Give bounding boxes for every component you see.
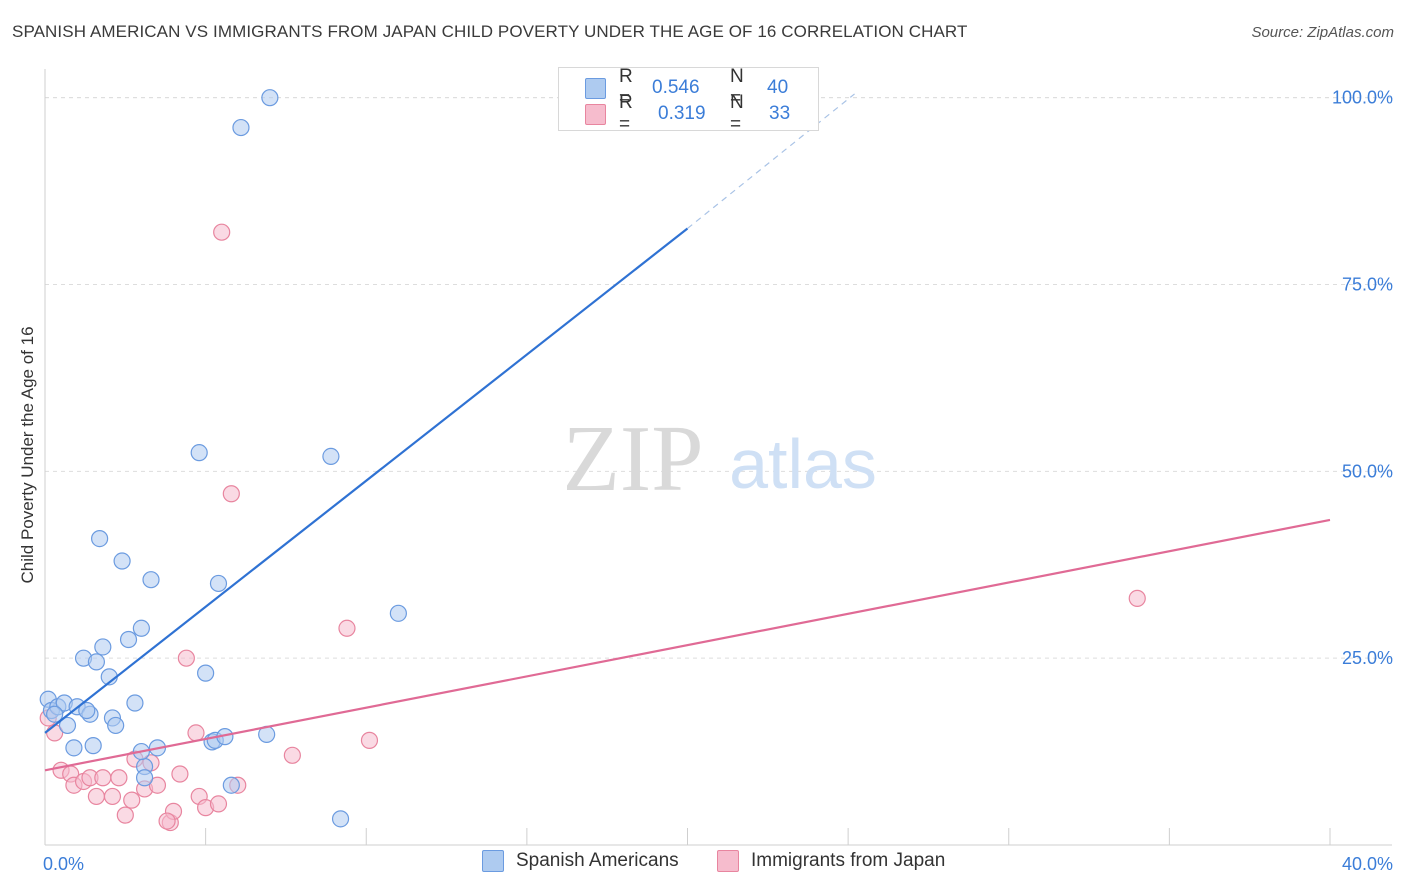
legend-swatch-pink bbox=[585, 104, 606, 125]
data-point-immigrants-from-japan bbox=[94, 769, 112, 787]
data-point-immigrants-from-japan bbox=[171, 765, 189, 783]
y-tick-label: 100.0% bbox=[1332, 88, 1393, 108]
chart-title: SPANISH AMERICAN VS IMMIGRANTS FROM JAPA… bbox=[12, 22, 968, 41]
data-point-spanish-americans bbox=[87, 653, 106, 671]
legend-r-label: R = bbox=[619, 92, 633, 135]
stats-legend: R = 0.546 N = 40 R = 0.319 N = 33 bbox=[558, 66, 819, 135]
data-point-immigrants-from-japan bbox=[187, 724, 205, 742]
data-point-spanish-americans bbox=[107, 716, 125, 735]
watermark-zip: ZIP bbox=[563, 407, 704, 511]
data-point-spanish-americans bbox=[142, 571, 160, 589]
watermark-atlas: atlas bbox=[729, 425, 877, 503]
bottom-legend-immigrants-from-japan: Immigrants from Japan bbox=[717, 850, 945, 872]
data-point-spanish-americans bbox=[232, 118, 250, 137]
data-point-immigrants-from-japan bbox=[158, 812, 176, 830]
source-label: Source: ZipAtlas.com bbox=[1251, 24, 1394, 41]
data-point-spanish-americans bbox=[91, 529, 109, 548]
trend-line-spanish-americans bbox=[44, 227, 689, 734]
bottom-legend-swatch-pink bbox=[717, 850, 739, 872]
data-point-spanish-americans bbox=[222, 776, 240, 794]
data-point-immigrants-from-japan bbox=[338, 619, 356, 637]
legend-swatch-blue bbox=[585, 78, 606, 99]
bottom-legend-label: Spanish Americans bbox=[516, 850, 679, 871]
data-point-immigrants-from-japan bbox=[116, 806, 134, 824]
data-point-immigrants-from-japan bbox=[283, 746, 301, 764]
data-point-spanish-americans bbox=[322, 447, 340, 465]
data-point-immigrants-from-japan bbox=[209, 795, 228, 813]
series-spanish-americans bbox=[39, 89, 407, 828]
data-point-spanish-americans bbox=[209, 574, 228, 593]
bottom-legend-spanish-americans: Spanish Americans bbox=[482, 850, 679, 872]
data-point-immigrants-from-japan bbox=[123, 791, 141, 809]
x-tick-label-max: 40.0% bbox=[1342, 854, 1393, 874]
data-point-spanish-americans bbox=[331, 810, 350, 828]
data-point-immigrants-from-japan bbox=[103, 787, 122, 806]
legend-n-label: N = bbox=[730, 66, 744, 109]
data-point-spanish-americans bbox=[113, 552, 131, 570]
data-point-spanish-americans bbox=[261, 89, 279, 107]
bottom-legend-swatch-blue bbox=[482, 850, 504, 872]
tick-labels: 25.0% 50.0% 75.0% 100.0% 0.0% 40.0% bbox=[43, 88, 1393, 874]
data-point-immigrants-from-japan bbox=[87, 787, 106, 806]
legend-n-value: 40 bbox=[767, 77, 789, 98]
data-point-immigrants-from-japan bbox=[110, 769, 128, 787]
data-point-spanish-americans bbox=[94, 638, 112, 656]
data-point-immigrants-from-japan bbox=[148, 776, 167, 794]
data-point-spanish-americans bbox=[190, 444, 208, 462]
legend-n-value: 33 bbox=[769, 103, 791, 124]
data-point-immigrants-from-japan bbox=[213, 223, 231, 241]
bottom-legend-label: Immigrants from Japan bbox=[751, 850, 946, 871]
legend-r-value: 0.319 bbox=[658, 103, 706, 124]
data-point-spanish-americans bbox=[197, 664, 215, 682]
x-tick-label-min: 0.0% bbox=[43, 854, 84, 874]
data-point-spanish-americans bbox=[132, 619, 150, 637]
data-point-spanish-americans bbox=[65, 739, 83, 757]
data-point-spanish-americans bbox=[46, 705, 64, 723]
data-point-spanish-americans bbox=[78, 701, 96, 720]
data-point-immigrants-from-japan bbox=[360, 731, 379, 749]
data-point-immigrants-from-japan bbox=[1128, 589, 1146, 607]
data-point-spanish-americans bbox=[389, 604, 407, 622]
data-point-spanish-americans bbox=[84, 737, 102, 755]
data-point-spanish-americans bbox=[58, 716, 77, 735]
trend-line-immigrants-from-japan bbox=[44, 518, 1331, 772]
data-point-spanish-americans bbox=[126, 694, 144, 712]
data-point-spanish-americans bbox=[135, 769, 154, 787]
legend-r-label: R = bbox=[619, 66, 633, 109]
trend-line-spanish-americans-extension bbox=[687, 93, 855, 229]
y-tick-label: 75.0% bbox=[1342, 275, 1393, 295]
legend-n-label: N = bbox=[730, 92, 744, 135]
data-point-immigrants-from-japan bbox=[222, 485, 240, 503]
legend-r-value: 0.546 bbox=[652, 77, 700, 98]
y-tick-label: 25.0% bbox=[1342, 648, 1393, 668]
trend-lines bbox=[44, 93, 1331, 772]
watermark: ZIP atlas bbox=[563, 407, 877, 511]
y-tick-label: 50.0% bbox=[1342, 461, 1393, 481]
axes bbox=[44, 69, 1392, 846]
data-point-spanish-americans bbox=[119, 630, 138, 649]
data-point-immigrants-from-japan bbox=[177, 649, 195, 667]
